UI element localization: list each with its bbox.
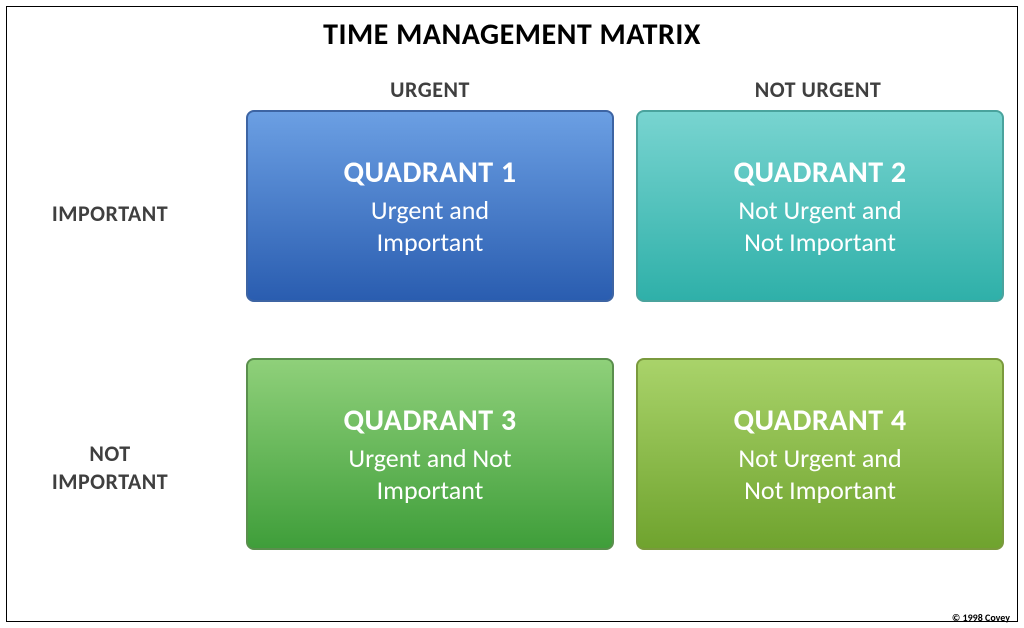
row-label-not: NOT bbox=[89, 440, 130, 467]
credit-text: © 1998 Covey bbox=[952, 611, 1010, 624]
quadrant-2: QUADRANT 2 Not Urgent and Not Important bbox=[636, 110, 1004, 302]
col-header-urgent: URGENT bbox=[270, 76, 590, 103]
col-header-not-urgent: NOT URGENT bbox=[658, 76, 978, 103]
quadrant-1: QUADRANT 1 Urgent and Important bbox=[246, 110, 614, 302]
row-label-important2: IMPORTANT bbox=[52, 468, 168, 495]
quadrant-1-desc-l2: Important bbox=[377, 226, 484, 258]
quadrant-3-desc: Urgent and Not Important bbox=[348, 443, 511, 505]
row-label-important: IMPORTANT bbox=[0, 200, 220, 227]
quadrant-1-title: QUADRANT 1 bbox=[343, 154, 516, 191]
quadrant-4-title: QUADRANT 4 bbox=[733, 402, 906, 439]
quadrant-4-desc-l1: Not Urgent and bbox=[738, 442, 901, 474]
quadrant-2-title: QUADRANT 2 bbox=[733, 154, 906, 191]
quadrant-1-desc-l1: Urgent and bbox=[371, 194, 489, 226]
quadrant-2-desc-l1: Not Urgent and bbox=[738, 194, 901, 226]
quadrant-3-title: QUADRANT 3 bbox=[343, 402, 516, 439]
quadrant-3: QUADRANT 3 Urgent and Not Important bbox=[246, 358, 614, 550]
matrix-title: TIME MANAGEMENT MATRIX bbox=[0, 16, 1024, 53]
quadrant-3-desc-l2: Important bbox=[377, 474, 484, 506]
quadrant-3-desc-l1: Urgent and Not bbox=[348, 442, 511, 474]
quadrant-1-desc: Urgent and Important bbox=[371, 195, 489, 257]
quadrant-2-desc: Not Urgent and Not Important bbox=[738, 195, 901, 257]
row-label-not-important: NOT IMPORTANT bbox=[0, 440, 220, 495]
quadrant-4: QUADRANT 4 Not Urgent and Not Important bbox=[636, 358, 1004, 550]
quadrant-4-desc: Not Urgent and Not Important bbox=[738, 443, 901, 505]
quadrant-4-desc-l2: Not Important bbox=[744, 474, 896, 506]
quadrant-2-desc-l2: Not Important bbox=[744, 226, 896, 258]
